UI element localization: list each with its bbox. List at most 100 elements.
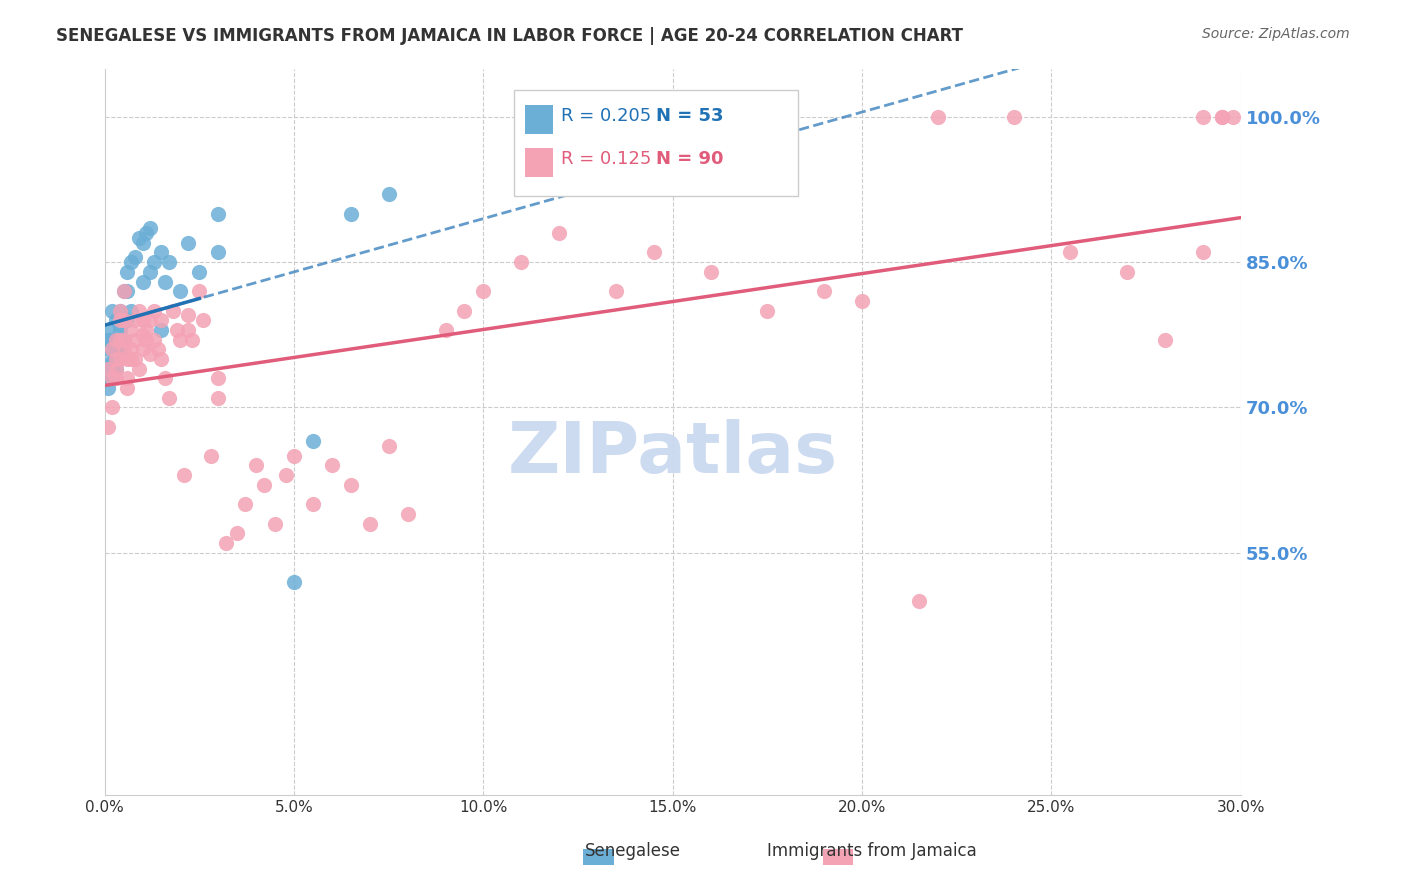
Point (124, 250, 146, 264)
Point (112, 333, 135, 347)
Point (359, 516, 381, 531)
Point (105, 313, 128, 327)
Point (150, 351, 173, 366)
Point (605, 284, 627, 298)
Point (1211, 110, 1233, 124)
Point (108, 351, 131, 366)
Point (177, 309, 200, 323)
Point (169, 333, 191, 347)
Point (851, 293, 873, 308)
Bar (513, 90, 797, 195)
Point (97, 371, 120, 385)
Point (927, 110, 949, 124)
Point (101, 343, 124, 357)
Point (1002, 110, 1025, 124)
Point (340, 207, 363, 221)
Point (117, 371, 139, 385)
Text: Immigrants from Jamaica: Immigrants from Jamaica (766, 842, 977, 860)
Point (510, 255, 533, 269)
Point (97, 357, 120, 371)
Point (105, 361, 128, 376)
Point (101, 401, 124, 415)
Point (1211, 110, 1233, 124)
Point (453, 303, 475, 318)
Point (105, 347, 128, 361)
Point (150, 245, 173, 260)
Point (97, 419, 120, 434)
Text: Senegalese: Senegalese (585, 842, 681, 860)
Point (177, 323, 200, 337)
Point (117, 313, 139, 327)
Point (112, 284, 135, 298)
Point (120, 323, 142, 337)
Point (101, 343, 124, 357)
Point (142, 303, 165, 318)
Point (207, 207, 229, 221)
Point (150, 313, 173, 327)
Point (396, 507, 419, 521)
Point (188, 284, 211, 298)
Point (131, 275, 153, 289)
Point (112, 343, 135, 357)
Point (142, 333, 165, 347)
Point (207, 371, 229, 385)
Point (1192, 110, 1215, 124)
Point (112, 333, 135, 347)
Point (124, 333, 146, 347)
Point (1154, 333, 1177, 347)
Point (120, 343, 142, 357)
Text: N = 53: N = 53 (655, 107, 723, 125)
Point (128, 303, 150, 318)
Point (135, 226, 157, 240)
Point (105, 333, 128, 347)
Point (245, 458, 267, 473)
Point (756, 303, 779, 318)
Point (146, 343, 169, 357)
Point (139, 221, 162, 235)
Point (188, 265, 211, 279)
Point (120, 351, 142, 366)
Point (117, 381, 139, 395)
Point (108, 313, 131, 327)
Text: ZIPatlas: ZIPatlas (508, 419, 838, 488)
Point (117, 265, 139, 279)
Point (105, 371, 128, 385)
Point (97, 323, 120, 337)
Point (434, 323, 457, 337)
Point (101, 333, 124, 347)
Point (377, 187, 399, 202)
Point (101, 371, 124, 385)
Point (276, 468, 298, 483)
Point (108, 303, 131, 318)
Point (101, 361, 124, 376)
Point (173, 468, 195, 483)
Point (112, 284, 135, 298)
Point (97, 361, 120, 376)
Point (108, 318, 131, 332)
Point (283, 574, 305, 589)
Point (142, 255, 165, 269)
Point (108, 303, 131, 318)
Point (302, 434, 325, 449)
Point (166, 323, 188, 337)
Point (207, 245, 229, 260)
Point (200, 449, 222, 463)
Point (226, 526, 249, 541)
Point (108, 323, 131, 337)
Point (264, 516, 287, 531)
Point (340, 478, 363, 492)
Point (105, 333, 128, 347)
Point (101, 357, 124, 371)
Text: Source: ZipAtlas.com: Source: ZipAtlas.com (1202, 27, 1350, 41)
Point (101, 371, 124, 385)
Point (108, 343, 131, 357)
Point (191, 313, 214, 327)
Point (162, 303, 184, 318)
Point (169, 284, 191, 298)
Point (112, 313, 135, 327)
Point (97, 333, 120, 347)
Point (150, 323, 173, 337)
Point (105, 351, 128, 366)
Point (128, 361, 150, 376)
Point (699, 110, 721, 124)
